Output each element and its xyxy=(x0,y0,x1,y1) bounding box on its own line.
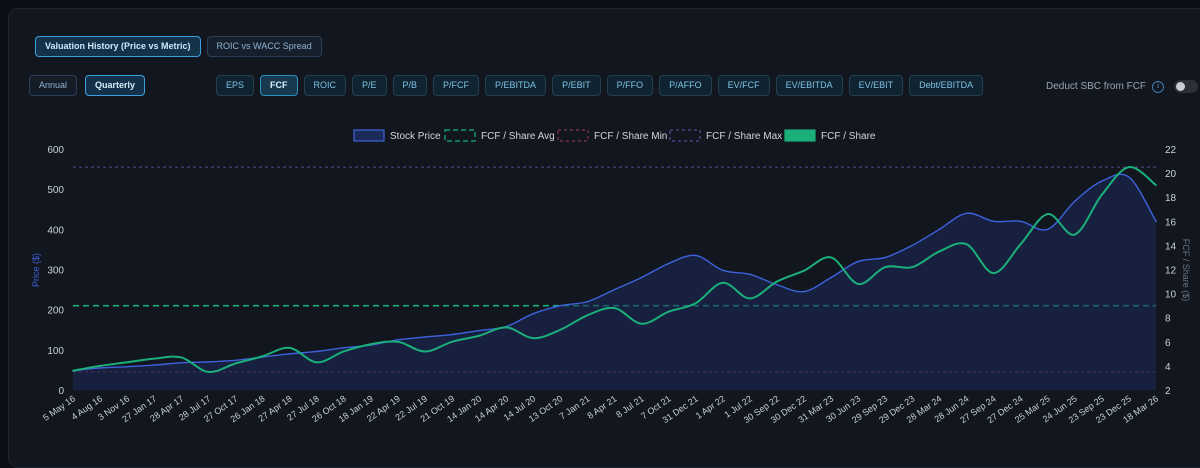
tab-valuation-history-price-vs-metric[interactable]: Valuation History (Price vs Metric) xyxy=(35,36,201,57)
metric-eps[interactable]: EPS xyxy=(216,75,255,96)
view-tabs: Valuation History (Price vs Metric) ROIC … xyxy=(35,36,322,57)
period-quarterly[interactable]: Quarterly xyxy=(85,75,146,96)
period-annual[interactable]: Annual xyxy=(29,75,78,96)
deduct-sbc-toggle[interactable] xyxy=(1174,80,1199,93)
metric-ev-fcf[interactable]: EV/FCF xyxy=(717,75,770,96)
deduct-sbc-label: Deduct SBC from FCF xyxy=(1046,81,1147,92)
deduct-sbc-toggle-row: Deduct SBC from FCF i xyxy=(1046,80,1199,93)
metric-p-ebitda[interactable]: P/EBITDA xyxy=(485,75,547,96)
metric-p-ebit[interactable]: P/EBIT xyxy=(552,75,601,96)
metric-p-b[interactable]: P/B xyxy=(392,75,428,96)
info-icon[interactable]: i xyxy=(1152,80,1165,93)
metric-p-e[interactable]: P/E xyxy=(352,75,387,96)
metric-roic[interactable]: ROIC xyxy=(303,75,347,96)
metric-p-affo[interactable]: P/AFFO xyxy=(659,75,712,96)
tab-roic-vs-wacc-spread[interactable]: ROIC vs WACC Spread xyxy=(206,36,322,57)
metric-debt-ebitda[interactable]: Debt/EBITDA xyxy=(909,75,984,96)
metric-p-fcf[interactable]: P/FCF xyxy=(433,75,480,96)
metric-ev-ebitda[interactable]: EV/EBITDA xyxy=(775,75,843,96)
period-tabs: Annual Quarterly xyxy=(29,75,146,96)
metric-fcf[interactable]: FCF xyxy=(260,75,298,96)
metric-ev-ebit[interactable]: EV/EBIT xyxy=(848,75,904,96)
metric-tabs: EPS FCF ROIC P/E P/B P/FCF P/EBITDA P/EBIT P/FFO… xyxy=(216,75,984,96)
metric-p-ffo[interactable]: P/FFO xyxy=(606,75,654,96)
